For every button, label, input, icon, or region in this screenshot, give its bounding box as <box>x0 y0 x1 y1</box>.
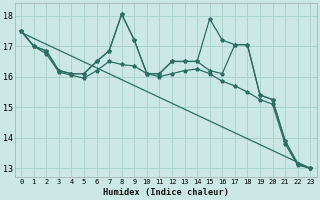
X-axis label: Humidex (Indice chaleur): Humidex (Indice chaleur) <box>103 188 229 197</box>
